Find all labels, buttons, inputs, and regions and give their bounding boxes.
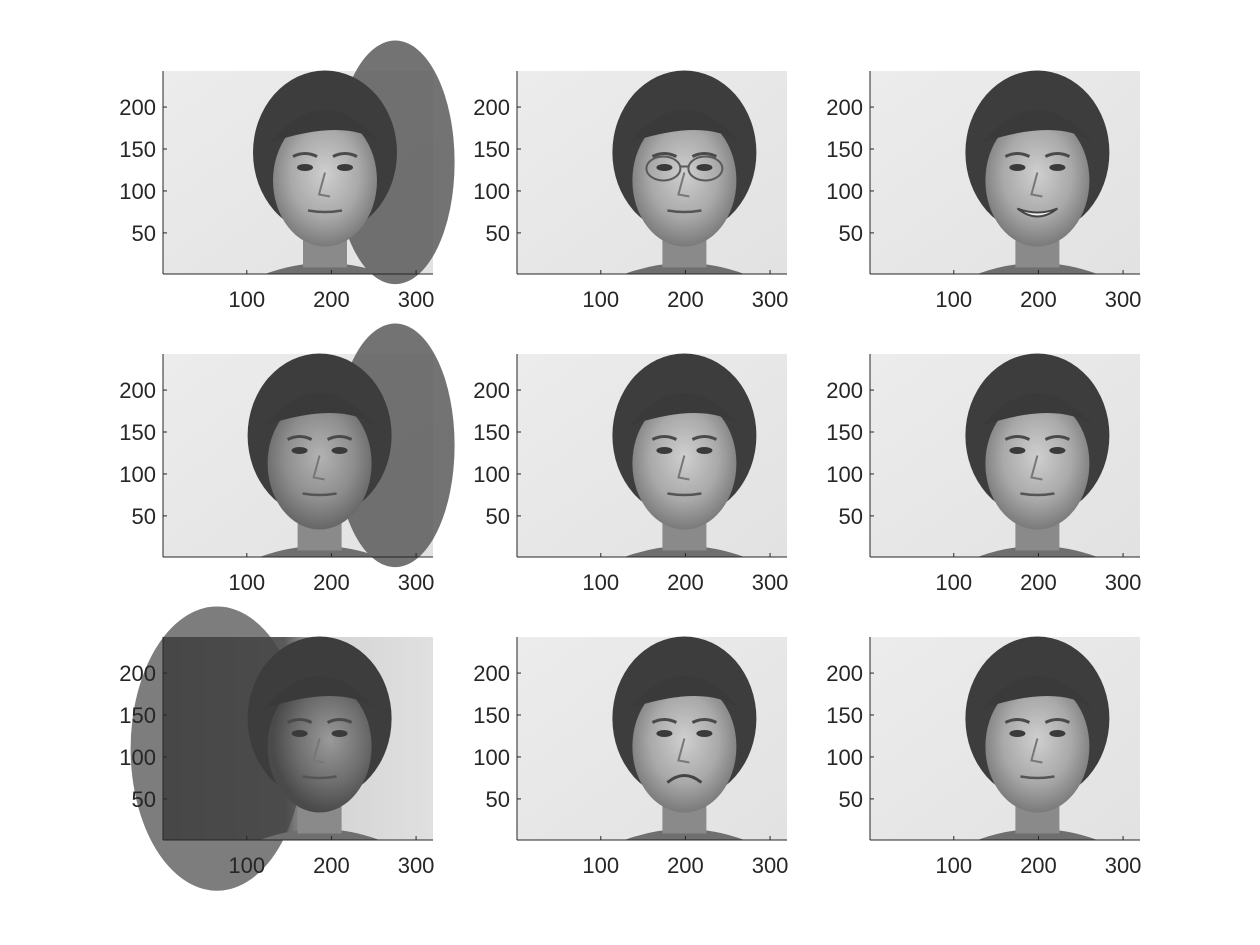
- y-tick-label: 150: [473, 703, 510, 728]
- y-tick-label: 200: [119, 95, 156, 120]
- face-image-5: [517, 353, 787, 557]
- y-tick-label: 150: [119, 137, 156, 162]
- subplot-6: 50 100 150 200 100 200 300: [826, 353, 1142, 595]
- x-tick-label: 100: [582, 287, 619, 312]
- x-tick-label: 100: [228, 287, 265, 312]
- x-tick-label: 300: [1105, 570, 1142, 595]
- x-tick-label: 200: [1020, 570, 1057, 595]
- y-tick-label: 50: [839, 504, 863, 529]
- y-tick-label: 200: [826, 378, 863, 403]
- face-image-2: [517, 70, 787, 274]
- x-tick-label: 100: [582, 853, 619, 878]
- face-image-3: [870, 70, 1140, 274]
- y-tick-label: 100: [119, 179, 156, 204]
- y-tick-label: 150: [473, 420, 510, 445]
- x-tick-label: 200: [1020, 853, 1057, 878]
- x-tick-label: 100: [935, 287, 972, 312]
- subplot-5: 50 100 150 200 100 200 300: [473, 353, 789, 595]
- face-image-4: [163, 323, 455, 568]
- x-tick-label: 200: [313, 570, 350, 595]
- y-tick-label: 50: [486, 221, 510, 246]
- y-tick-label: 100: [119, 745, 156, 770]
- y-tick-label: 150: [826, 420, 863, 445]
- x-tick-label: 100: [935, 570, 972, 595]
- x-tick-label: 300: [752, 853, 789, 878]
- x-tick-label: 200: [667, 570, 704, 595]
- y-tick-label: 100: [826, 179, 863, 204]
- x-tick-label: 100: [582, 570, 619, 595]
- y-tick-label: 100: [826, 462, 863, 487]
- y-tick-label: 200: [826, 661, 863, 686]
- y-tick-label: 50: [132, 787, 156, 812]
- x-tick-label: 200: [667, 287, 704, 312]
- y-tick-label: 150: [826, 703, 863, 728]
- y-tick-label: 200: [473, 661, 510, 686]
- subplot-2: 50 100 150 200 100 200 300: [473, 70, 789, 312]
- x-tick-label: 300: [752, 287, 789, 312]
- y-tick-label: 100: [473, 745, 510, 770]
- y-tick-label: 150: [473, 137, 510, 162]
- x-tick-label: 100: [228, 570, 265, 595]
- y-tick-label: 150: [119, 703, 156, 728]
- y-tick-label: 200: [473, 378, 510, 403]
- y-tick-label: 200: [119, 661, 156, 686]
- subplot-7: 50 100 150 200 100 200 300: [119, 606, 435, 891]
- y-tick-label: 50: [839, 221, 863, 246]
- x-tick-label: 200: [313, 853, 350, 878]
- x-tick-label: 300: [1105, 853, 1142, 878]
- y-tick-label: 50: [132, 504, 156, 529]
- y-tick-label: 100: [826, 745, 863, 770]
- x-tick-label: 300: [1105, 287, 1142, 312]
- y-tick-label: 100: [473, 462, 510, 487]
- y-tick-label: 200: [826, 95, 863, 120]
- y-tick-label: 50: [132, 221, 156, 246]
- y-tick-label: 200: [119, 378, 156, 403]
- subplot-8: 50 100 150 200 100 200 300: [473, 636, 789, 878]
- x-tick-label: 200: [667, 853, 704, 878]
- y-tick-label: 100: [119, 462, 156, 487]
- x-tick-label: 300: [752, 570, 789, 595]
- face-image-7: [130, 606, 433, 891]
- y-tick-label: 50: [486, 504, 510, 529]
- y-tick-label: 50: [486, 787, 510, 812]
- x-tick-label: 100: [935, 853, 972, 878]
- x-tick-label: 300: [398, 853, 435, 878]
- y-tick-label: 150: [826, 137, 863, 162]
- face-image-8: [517, 636, 787, 840]
- subplot-4: 50 100 150 200 100 200 300: [119, 323, 455, 595]
- face-image-6: [870, 353, 1140, 557]
- subplot-3: 50 100 150 200 100 200 300: [826, 70, 1142, 312]
- y-tick-label: 150: [119, 420, 156, 445]
- subplot-9: 50 100 150 200 100 200 300: [826, 636, 1142, 878]
- subplot-1: 50 100 150 200 100 200 300: [119, 40, 455, 312]
- x-tick-label: 100: [228, 853, 265, 878]
- x-tick-label: 300: [398, 287, 435, 312]
- x-tick-label: 200: [1020, 287, 1057, 312]
- x-tick-label: 200: [313, 287, 350, 312]
- face-image-9: [870, 636, 1140, 840]
- y-tick-label: 100: [473, 179, 510, 204]
- y-tick-label: 200: [473, 95, 510, 120]
- y-tick-label: 50: [839, 787, 863, 812]
- face-image-1: [163, 40, 455, 285]
- x-tick-label: 300: [398, 570, 435, 595]
